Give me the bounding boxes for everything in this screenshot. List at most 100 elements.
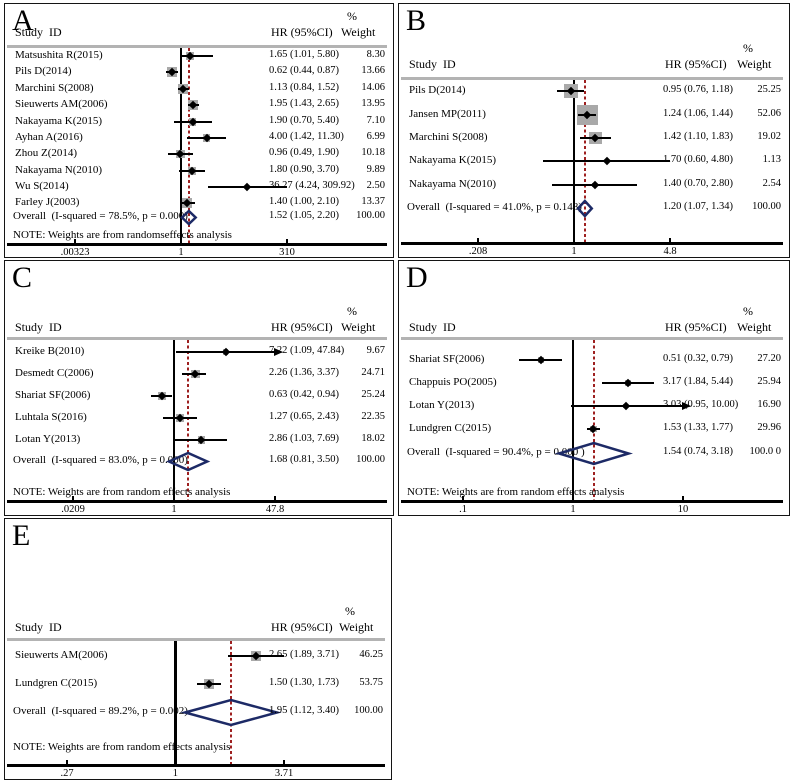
axis-tick — [682, 496, 684, 502]
column-header-hr: HR (95%CI) — [271, 620, 333, 634]
column-header-study-id: Study ID — [15, 620, 62, 634]
header-rule — [7, 337, 387, 340]
axis-tick — [174, 760, 177, 766]
study-label: Pils D(2014) — [15, 65, 72, 77]
study-label: Nakayama N(2010) — [15, 164, 103, 176]
column-header-hr: HR (95%CI) — [271, 320, 333, 334]
hr-ci-value: 1.42 (1.10, 1.83) — [663, 131, 733, 142]
null-line — [179, 48, 183, 243]
column-header-percent: % — [743, 41, 753, 55]
axis-tick-label: .1 — [459, 504, 467, 515]
hr-ci-value: 1.40 (1.00, 2.10) — [269, 196, 339, 207]
hr-ci-value: 3.03 (0.95, 10.00) — [663, 399, 739, 410]
column-header-study-id: Study ID — [409, 57, 456, 71]
hr-ci-value: 0.95 (0.76, 1.18) — [663, 84, 733, 95]
panel-letter: C — [12, 261, 33, 294]
hr-ci-value: 0.51 (0.32, 0.79) — [663, 353, 733, 364]
header-rule — [401, 337, 783, 340]
null-line — [174, 641, 177, 764]
column-header-weight: Weight — [737, 57, 772, 71]
hr-ci-value: 1.27 (0.65, 2.43) — [269, 411, 339, 422]
axis-tick-label: 310 — [279, 247, 295, 258]
axis-tick — [283, 760, 285, 766]
study-label: Luhtala S(2016) — [15, 411, 87, 423]
overall-estimate-dotted-line — [186, 340, 189, 500]
study-label: Farley J(2003) — [15, 196, 80, 208]
study-label: Lundgren C(2015) — [409, 422, 492, 434]
arrow-right-icon — [274, 347, 283, 356]
hr-ci-value: 2.26 (1.36, 3.37) — [269, 367, 339, 378]
column-header-study-id: Study ID — [15, 25, 62, 39]
axis-tick — [573, 238, 575, 244]
study-label: Zhou Z(2014) — [15, 147, 78, 159]
axis-tick-label: .00323 — [60, 247, 90, 258]
study-label: Nakayama K(2015) — [15, 115, 103, 127]
column-header-study-id: Study ID — [409, 320, 456, 334]
axis-tick-label: .0209 — [61, 504, 85, 515]
weight-value: 2.50 — [366, 180, 385, 191]
weight-value: 25.94 — [757, 376, 781, 387]
column-header-hr: HR (95%CI) — [665, 320, 727, 334]
axis-tick — [572, 496, 574, 502]
column-header-weight: Weight — [341, 25, 376, 39]
hr-ci-value: 4.00 (1.42, 11.30) — [269, 131, 344, 142]
weight-value: 18.02 — [361, 433, 385, 444]
weight-value: 7.10 — [366, 115, 385, 126]
weight-value: 19.02 — [757, 131, 781, 142]
axis-tick-label: 1 — [571, 246, 577, 257]
study-label: Marchini S(2008) — [409, 131, 488, 143]
weight-value: 9.67 — [366, 345, 385, 356]
hr-ci-value: 1.95 (1.43, 2.65) — [269, 98, 339, 109]
weight-value: 52.06 — [757, 108, 781, 119]
axis-tick — [72, 496, 74, 502]
column-header-weight: Weight — [341, 320, 376, 334]
overall-diamond — [165, 451, 210, 471]
note-text: NOTE: Weights are from random effects an… — [13, 486, 231, 498]
panel-letter: D — [406, 261, 428, 294]
weight-value: 13.37 — [361, 196, 385, 207]
weight-value: 8.30 — [366, 49, 385, 60]
weight-value: 14.06 — [361, 82, 385, 93]
study-label: Lundgren C(2015) — [15, 677, 98, 689]
overall-label: Overall (I-squared = 78.5%, p = 0.000) — [13, 210, 188, 222]
hr-ci-value: 1.65 (1.01, 5.80) — [269, 49, 339, 60]
hr-ci-value: 1.90 (0.70, 5.40) — [269, 115, 339, 126]
study-label: Sieuwerts AM(2006) — [15, 649, 108, 661]
weight-value: 6.99 — [366, 131, 385, 142]
ci-line — [181, 54, 214, 58]
overall-label: Overall (I-squared = 89.2%, p = 0.002) — [13, 705, 188, 717]
axis-tick-label: .27 — [60, 768, 74, 779]
x-axis — [401, 242, 783, 245]
column-header-hr: HR (95%CI) — [665, 57, 727, 71]
hr-ci-value: 36.27 (4.24, 309.92) — [269, 180, 355, 191]
weight-value: 53.75 — [359, 677, 383, 688]
axis-tick — [74, 239, 76, 245]
x-axis — [401, 500, 783, 503]
axis-tick — [66, 760, 68, 766]
weight-value: 9.89 — [366, 164, 385, 175]
study-label: Nakayama K(2015) — [409, 154, 497, 166]
column-header-percent: % — [347, 304, 357, 318]
overall-label: Overall (I-squared = 41.0%, p = 0.148) — [407, 201, 582, 213]
x-axis — [7, 500, 387, 503]
hr-ci-value: 2.65 (1.89, 3.71) — [269, 649, 339, 660]
weight-value: 25.25 — [757, 84, 781, 95]
overall-diamond — [576, 198, 594, 218]
axis-tick-label: 4.8 — [663, 246, 677, 257]
overall-diamond — [180, 698, 282, 726]
hr-ci-value: 1.70 (0.60, 4.80) — [663, 154, 733, 165]
overall-hr-value: 1.52 (1.05, 2.20) — [269, 210, 339, 221]
study-label: Matsushita R(2015) — [15, 49, 103, 61]
overall-estimate-dotted-line — [592, 340, 595, 500]
overall-weight-value: 100.00 — [354, 705, 383, 716]
note-text: NOTE: Weights are from randomseffects an… — [13, 229, 232, 241]
hr-ci-value: 2.86 (1.03, 7.69) — [269, 433, 339, 444]
overall-label: Overall (I-squared = 83.0%, p = 0.000) — [13, 454, 188, 466]
study-label: Shariat SF(2006) — [409, 353, 485, 365]
axis-tick-label: 10 — [677, 504, 689, 515]
overall-label: Overall (I-squared = 90.4%, p = 0.000 ) — [407, 446, 585, 458]
study-label: Shariat SF(2006) — [15, 389, 91, 401]
axis-tick-label: 1 — [178, 247, 184, 258]
panel-letter: A — [12, 4, 34, 37]
